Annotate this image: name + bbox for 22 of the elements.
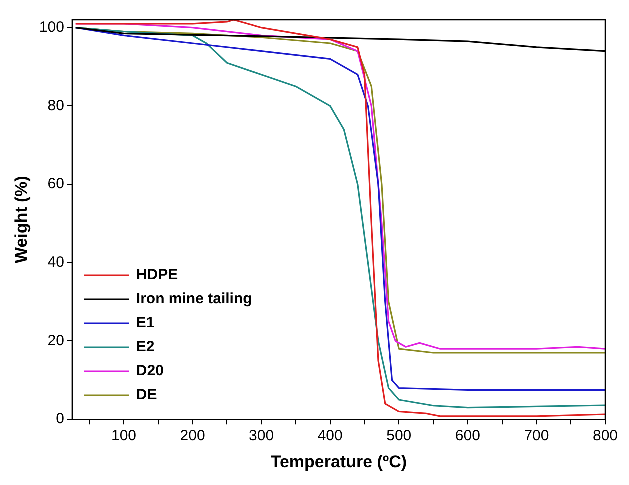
x-tick-label: 200 bbox=[180, 428, 206, 445]
x-tick-label: 400 bbox=[318, 428, 343, 445]
legend-label: E1 bbox=[136, 314, 155, 332]
legend-label: D20 bbox=[136, 362, 164, 380]
y-tick-label: 0 bbox=[56, 410, 64, 428]
legend-label: Iron mine tailing bbox=[136, 290, 252, 308]
y-tick-label: 80 bbox=[48, 97, 64, 114]
legend-label: HDPE bbox=[136, 266, 178, 284]
y-tick-label: 40 bbox=[48, 254, 64, 272]
x-axis-title: Temperature (ºC) bbox=[270, 452, 408, 472]
y-tick-label: 20 bbox=[48, 332, 64, 350]
x-tick-label: 300 bbox=[249, 428, 274, 445]
legend-label: E2 bbox=[136, 338, 155, 356]
legend-label: DE bbox=[136, 386, 158, 404]
x-tick-label: 500 bbox=[386, 428, 412, 445]
y-axis-title: Weight (%) bbox=[12, 176, 31, 264]
x-tick-label: 600 bbox=[455, 428, 480, 445]
x-tick-label: 700 bbox=[524, 428, 550, 445]
x-tick-label: 100 bbox=[112, 428, 137, 445]
y-tick-label: 100 bbox=[39, 18, 64, 36]
y-tick-label: 60 bbox=[48, 176, 64, 193]
x-tick-label: 800 bbox=[592, 428, 618, 445]
